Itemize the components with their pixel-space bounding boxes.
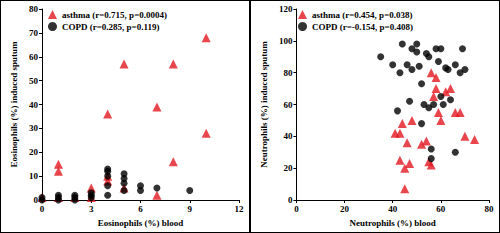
- svg-text:Eosinophils (%) blood: Eosinophils (%) blood: [98, 218, 184, 228]
- svg-text:40: 40: [29, 100, 39, 110]
- svg-text:20: 20: [340, 204, 350, 214]
- svg-text:asthma (r=0.454, p=0.038): asthma (r=0.454, p=0.038): [312, 10, 413, 20]
- svg-text:60: 60: [436, 204, 446, 214]
- svg-text:80: 80: [283, 68, 293, 78]
- svg-text:0: 0: [288, 195, 293, 205]
- svg-text:70: 70: [29, 28, 39, 38]
- svg-text:50: 50: [29, 76, 39, 86]
- svg-text:80: 80: [485, 204, 495, 214]
- svg-text:120: 120: [279, 4, 293, 14]
- svg-text:0: 0: [294, 204, 299, 214]
- svg-text:12: 12: [235, 204, 245, 214]
- svg-text:0: 0: [40, 204, 45, 214]
- svg-text:60: 60: [29, 52, 39, 62]
- svg-text:20: 20: [283, 163, 293, 173]
- svg-text:Neutrophils (%) induced sputum: Neutrophils (%) induced sputum: [259, 41, 269, 168]
- svg-text:40: 40: [283, 131, 293, 141]
- svg-text:COPD (r=-0.154, p=0.408): COPD (r=-0.154, p=0.408): [312, 22, 413, 32]
- svg-text:COPD (r=0.285, p=0.119): COPD (r=0.285, p=0.119): [62, 22, 160, 32]
- svg-text:30: 30: [29, 123, 39, 133]
- svg-text:0: 0: [34, 195, 39, 205]
- svg-text:Eosinophils (%) induced sputum: Eosinophils (%) induced sputum: [9, 41, 19, 167]
- svg-text:40: 40: [388, 204, 398, 214]
- svg-text:10: 10: [29, 171, 39, 181]
- svg-text:Neutrophils (%) blood: Neutrophils (%) blood: [350, 218, 436, 228]
- svg-text:asthma (r=0.715, p=0.0004): asthma (r=0.715, p=0.0004): [62, 10, 167, 20]
- svg-text:80: 80: [29, 4, 39, 14]
- svg-text:20: 20: [29, 147, 39, 157]
- svg-text:9: 9: [188, 204, 193, 214]
- svg-text:100: 100: [279, 36, 293, 46]
- svg-text:60: 60: [283, 100, 293, 110]
- svg-text:3: 3: [89, 204, 94, 214]
- svg-text:6: 6: [138, 204, 143, 214]
